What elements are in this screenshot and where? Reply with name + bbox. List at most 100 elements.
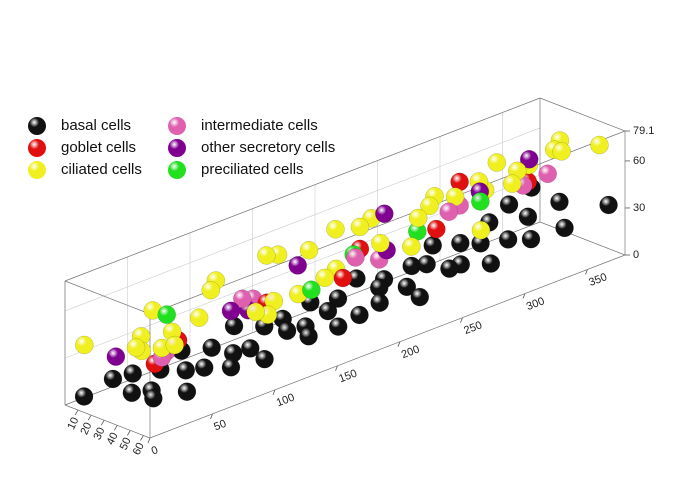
- tick-mark: [397, 341, 401, 347]
- cell-point: [471, 220, 491, 240]
- tick-mark: [210, 413, 213, 420]
- tick-mark: [272, 389, 276, 395]
- cell-point: [410, 287, 430, 307]
- legend-marker: [28, 117, 46, 135]
- box-edge: [149, 254, 626, 439]
- y-tick-label: 20: [78, 421, 94, 437]
- cell-point: [144, 389, 163, 408]
- cell-point: [74, 387, 94, 406]
- box-edge: [64, 404, 151, 439]
- legend-marker: [28, 161, 46, 179]
- x-tick-label: 300: [525, 295, 546, 313]
- cell-point: [233, 289, 252, 309]
- cell-point: [518, 207, 538, 227]
- cell-point: [350, 217, 370, 237]
- cell-point: [346, 248, 365, 267]
- tick-mark: [522, 293, 526, 299]
- cell-point: [241, 339, 260, 358]
- cell-point: [333, 268, 353, 288]
- cell-point: [157, 305, 176, 324]
- cell-point: [328, 317, 348, 336]
- tick-mark: [113, 425, 118, 431]
- cell-point: [255, 349, 274, 369]
- cell-point: [257, 246, 276, 265]
- legend-label: intermediate cells: [201, 117, 318, 134]
- cell-point: [498, 230, 518, 249]
- cell-point: [599, 195, 618, 215]
- cell-point: [194, 358, 214, 377]
- x-tick-label: 150: [337, 367, 358, 385]
- cell-point: [420, 196, 439, 216]
- cell-point: [126, 338, 146, 357]
- cell-point: [221, 301, 241, 321]
- box-edge: [539, 221, 626, 256]
- cell-point: [221, 358, 241, 377]
- cell-point: [201, 280, 221, 300]
- cell-point: [75, 335, 94, 355]
- legend-marker: [168, 117, 186, 135]
- cell-point: [487, 153, 507, 172]
- tick-mark: [127, 430, 131, 436]
- x-tick-label: 350: [587, 271, 608, 289]
- cell-point: [439, 202, 459, 221]
- cell-point: [123, 364, 142, 383]
- cell-point: [350, 305, 369, 325]
- cell-point: [176, 361, 196, 380]
- y-tick-label: 40: [105, 431, 121, 447]
- cell-point: [521, 229, 541, 249]
- cell-point: [370, 293, 389, 312]
- tick-mark: [100, 420, 105, 426]
- cell-point: [427, 219, 446, 239]
- cell-point: [538, 164, 557, 184]
- tick-mark: [147, 437, 151, 444]
- cell-point: [552, 142, 571, 161]
- cell-point: [471, 192, 490, 211]
- cell-point: [326, 219, 345, 239]
- tick-mark: [335, 365, 338, 371]
- cell-point: [328, 289, 348, 308]
- cell-point: [299, 240, 319, 260]
- cell-point: [299, 326, 318, 346]
- tick-mark: [140, 435, 144, 441]
- cell-point: [519, 150, 539, 169]
- cell-point: [397, 277, 417, 297]
- z-tick-label: 79.1: [633, 125, 654, 137]
- cell-point: [550, 192, 569, 212]
- cell-point: [371, 233, 390, 253]
- cell-point: [246, 302, 265, 322]
- x-tick-label: 200: [400, 343, 421, 361]
- y-tick-label: 10: [65, 416, 81, 432]
- cell-point: [375, 204, 394, 223]
- legend: basal cells goblet cells ciliated cells int…: [28, 117, 335, 179]
- x-tick-label: 0: [150, 444, 160, 457]
- y-tick-label: 30: [92, 426, 108, 442]
- legend-label: preciliated cells: [201, 161, 304, 178]
- cell-point: [165, 335, 184, 355]
- points: [74, 131, 618, 408]
- legend-marker: [168, 139, 186, 157]
- cell-point: [315, 268, 334, 288]
- x-tick-label: 250: [462, 319, 483, 337]
- cell-point: [103, 369, 123, 389]
- y-tick-label: 50: [118, 436, 134, 452]
- legend-label: ciliated cells: [61, 161, 142, 178]
- legend-label: goblet cells: [61, 139, 136, 156]
- tick-mark: [87, 414, 92, 421]
- cell-point: [499, 195, 519, 214]
- cell-point: [288, 256, 307, 275]
- y-tick-label: 60: [131, 441, 147, 457]
- box-edge: [64, 280, 151, 315]
- cell-point: [590, 135, 609, 155]
- tick-mark: [585, 269, 588, 275]
- cell-point: [555, 218, 574, 238]
- cell-point: [440, 259, 459, 278]
- cell-point: [502, 174, 522, 193]
- box-edge: [149, 130, 626, 315]
- cell-point: [106, 347, 126, 366]
- grid-line: [64, 127, 541, 312]
- x-tick-label: 50: [212, 418, 228, 434]
- cell-point: [224, 316, 244, 336]
- legend-label: other secretory cells: [201, 139, 335, 156]
- cell-point: [417, 254, 436, 274]
